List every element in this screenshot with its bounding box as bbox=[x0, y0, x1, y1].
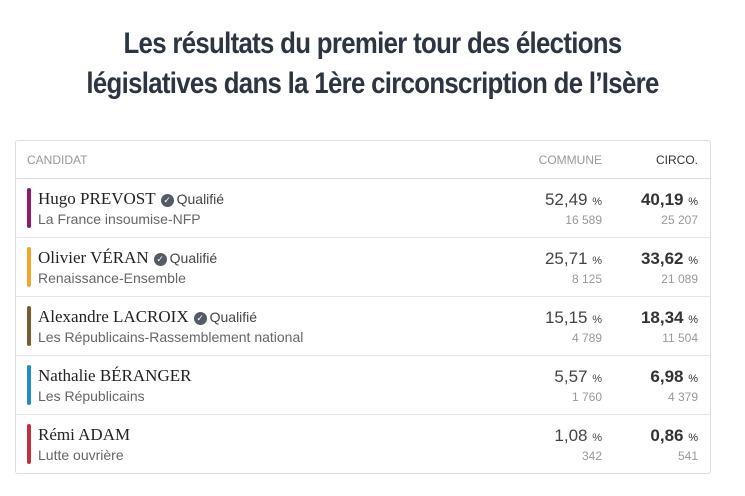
candidate-cell: Rémi ADAM Lutte ouvrière bbox=[16, 425, 512, 463]
party-name: La France insoumise-NFP bbox=[38, 211, 201, 227]
table-header: CANDIDAT COMMUNE CIRCO. bbox=[16, 141, 710, 179]
percent-sign: % bbox=[688, 254, 698, 267]
percent-sign: % bbox=[592, 431, 602, 444]
commune-percent-line: 15,15 % bbox=[512, 308, 602, 328]
percent-sign: % bbox=[688, 195, 698, 208]
circo-cell: 6,98 % 4 379 bbox=[602, 367, 710, 404]
candidate-name: Nathalie BÉRANGER bbox=[38, 366, 192, 385]
candidate-cell: Alexandre LACROIX ✓ Qualifié Les Républica… bbox=[16, 307, 512, 345]
commune-votes: 4 789 bbox=[571, 330, 602, 345]
commune-cell: 1,08 % 342 bbox=[512, 426, 602, 463]
percent-sign: % bbox=[688, 431, 698, 444]
party-color-bar bbox=[27, 306, 31, 346]
circo-cell: 40,19 % 25 207 bbox=[602, 190, 710, 227]
circo-percent-line: 33,62 % bbox=[602, 249, 698, 269]
candidate-cell: Olivier VÉRAN ✓ Qualifié Renaissance-Ensem… bbox=[16, 248, 512, 286]
commune-cell: 5,57 % 1 760 bbox=[512, 367, 602, 404]
candidate-name-line: Hugo PREVOST ✓ Qualifié bbox=[38, 189, 512, 209]
results-table: CANDIDAT COMMUNE CIRCO. Hugo PREVOST ✓ Qua… bbox=[15, 140, 711, 474]
table-row: Hugo PREVOST ✓ Qualifié La France insoumis… bbox=[16, 179, 710, 238]
candidate-cell: Nathalie BÉRANGER Les Républicains bbox=[16, 366, 512, 404]
percent-sign: % bbox=[688, 313, 698, 326]
commune-votes: 16 589 bbox=[565, 212, 602, 227]
candidate-name-line: Alexandre LACROIX ✓ Qualifié bbox=[38, 307, 512, 327]
party-color-bar bbox=[27, 247, 31, 287]
header-circo: CIRCO. bbox=[656, 152, 698, 167]
candidate-name: Olivier VÉRAN bbox=[38, 248, 149, 267]
commune-percent-line: 25,71 % bbox=[512, 249, 602, 269]
circo-percent: 40,19 bbox=[640, 189, 684, 209]
table-row: Alexandre LACROIX ✓ Qualifié Les Républica… bbox=[16, 297, 710, 356]
commune-percent: 15,15 bbox=[544, 307, 588, 327]
table-row: Olivier VÉRAN ✓ Qualifié Renaissance-Ensem… bbox=[16, 238, 710, 297]
circo-percent-line: 0,86 % bbox=[602, 426, 698, 446]
circo-cell: 33,62 % 21 089 bbox=[602, 249, 710, 286]
check-circle-icon: ✓ bbox=[153, 253, 167, 266]
check-circle-icon: ✓ bbox=[160, 194, 174, 207]
circo-votes: 541 bbox=[677, 448, 698, 463]
header-candidate: CANDIDAT bbox=[27, 152, 88, 167]
candidate-name-line: Nathalie BÉRANGER bbox=[38, 366, 512, 386]
table-row: Rémi ADAM Lutte ouvrière 1,08 % 342 0,86… bbox=[16, 415, 710, 473]
circo-cell: 18,34 % 11 504 bbox=[602, 308, 710, 345]
circo-votes: 11 504 bbox=[662, 330, 698, 345]
circo-percent-line: 18,34 % bbox=[602, 308, 698, 328]
circo-percent: 0,86 bbox=[650, 425, 684, 445]
candidate-name: Hugo PREVOST bbox=[38, 189, 156, 208]
commune-votes: 8 125 bbox=[571, 271, 602, 286]
qualified-badge: Qualifié bbox=[209, 309, 258, 325]
title-line-1: Les résultats du premier tour des électi… bbox=[123, 27, 622, 60]
commune-percent: 1,08 bbox=[554, 425, 588, 445]
circo-votes: 4 379 bbox=[667, 389, 698, 404]
commune-votes: 1 760 bbox=[571, 389, 602, 404]
circo-votes: 25 207 bbox=[661, 212, 698, 227]
percent-sign: % bbox=[592, 195, 602, 208]
party-color-bar bbox=[27, 188, 31, 228]
commune-cell: 25,71 % 8 125 bbox=[512, 249, 602, 286]
party-name: Les Républicains-Rassemblement national bbox=[38, 329, 304, 345]
commune-percent-line: 52,49 % bbox=[512, 190, 602, 210]
title-line-2: législatives dans la 1ère circonscriptio… bbox=[86, 67, 659, 100]
percent-sign: % bbox=[592, 313, 602, 326]
commune-percent: 52,49 bbox=[544, 189, 588, 209]
commune-votes: 342 bbox=[581, 448, 602, 463]
commune-cell: 15,15 % 4 789 bbox=[512, 308, 602, 345]
candidate-name-line: Rémi ADAM bbox=[38, 425, 512, 445]
candidate-name: Rémi ADAM bbox=[38, 425, 131, 444]
circo-percent: 6,98 bbox=[650, 366, 684, 386]
circo-percent-line: 40,19 % bbox=[602, 190, 698, 210]
circo-votes: 21 089 bbox=[661, 271, 698, 286]
party-name: Les Républicains bbox=[38, 388, 145, 404]
check-circle-icon: ✓ bbox=[193, 312, 207, 325]
candidate-name-line: Olivier VÉRAN ✓ Qualifié bbox=[38, 248, 512, 268]
party-name: Lutte ouvrière bbox=[38, 447, 124, 463]
page-title: Les résultats du premier tour des électi… bbox=[52, 24, 693, 104]
party-color-bar bbox=[27, 424, 31, 464]
circo-percent-line: 6,98 % bbox=[602, 367, 698, 387]
commune-percent-line: 5,57 % bbox=[512, 367, 602, 387]
percent-sign: % bbox=[688, 372, 698, 385]
table-row: Nathalie BÉRANGER Les Républicains 5,57 … bbox=[16, 356, 710, 415]
circo-percent: 33,62 bbox=[640, 248, 684, 268]
table-body: Hugo PREVOST ✓ Qualifié La France insoumis… bbox=[16, 179, 710, 473]
commune-percent-line: 1,08 % bbox=[512, 426, 602, 446]
candidate-name: Alexandre LACROIX bbox=[38, 307, 189, 326]
party-name: Renaissance-Ensemble bbox=[38, 270, 186, 286]
candidate-cell: Hugo PREVOST ✓ Qualifié La France insoumis… bbox=[16, 189, 512, 227]
header-commune: COMMUNE bbox=[538, 152, 602, 167]
commune-percent: 5,57 bbox=[554, 366, 588, 386]
commune-percent: 25,71 bbox=[544, 248, 588, 268]
party-color-bar bbox=[27, 365, 31, 405]
qualified-badge: Qualifié bbox=[169, 250, 218, 266]
qualified-badge: Qualifié bbox=[176, 191, 225, 207]
percent-sign: % bbox=[592, 372, 602, 385]
percent-sign: % bbox=[592, 254, 602, 267]
circo-cell: 0,86 % 541 bbox=[602, 426, 710, 463]
circo-percent: 18,34 bbox=[640, 307, 684, 327]
commune-cell: 52,49 % 16 589 bbox=[512, 190, 602, 227]
